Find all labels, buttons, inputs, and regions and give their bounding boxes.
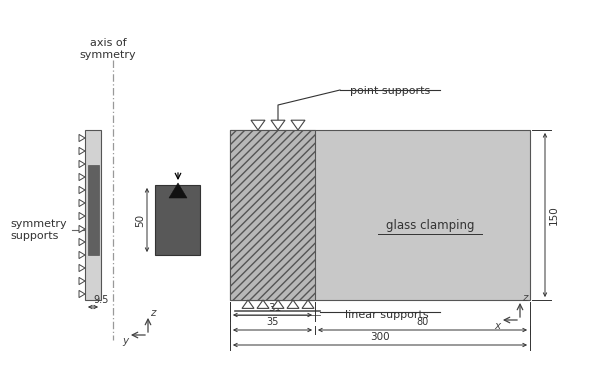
- Text: z: z: [522, 293, 527, 303]
- Polygon shape: [79, 264, 85, 272]
- Polygon shape: [251, 120, 265, 130]
- Polygon shape: [79, 147, 85, 155]
- Polygon shape: [302, 300, 314, 308]
- Polygon shape: [79, 251, 85, 258]
- Bar: [88, 165, 99, 255]
- Text: axis of
symmetry: axis of symmetry: [80, 38, 136, 59]
- Polygon shape: [257, 300, 269, 308]
- Polygon shape: [79, 134, 85, 142]
- Text: point supports: point supports: [350, 86, 430, 96]
- Text: glass clamping: glass clamping: [386, 219, 474, 231]
- Polygon shape: [79, 277, 85, 285]
- Bar: [155, 185, 200, 255]
- Polygon shape: [242, 300, 254, 308]
- Text: 35: 35: [266, 317, 278, 327]
- Text: 31: 31: [268, 303, 281, 313]
- Bar: [230, 130, 530, 300]
- Bar: [230, 130, 315, 300]
- Polygon shape: [272, 300, 284, 308]
- Text: y: y: [122, 336, 128, 346]
- Text: 150: 150: [549, 205, 559, 225]
- Text: symmetry
supports: symmetry supports: [10, 219, 67, 241]
- Polygon shape: [79, 173, 85, 181]
- Polygon shape: [271, 120, 285, 130]
- Text: 300: 300: [370, 332, 390, 342]
- Polygon shape: [79, 199, 85, 207]
- Polygon shape: [291, 120, 305, 130]
- Polygon shape: [79, 238, 85, 246]
- Polygon shape: [169, 183, 187, 198]
- Text: z: z: [150, 308, 155, 318]
- Polygon shape: [287, 300, 299, 308]
- Polygon shape: [79, 226, 85, 233]
- Text: x: x: [494, 321, 500, 331]
- Polygon shape: [79, 160, 85, 168]
- Text: 80: 80: [416, 317, 428, 327]
- Polygon shape: [79, 291, 85, 297]
- Polygon shape: [79, 187, 85, 193]
- Text: 50: 50: [135, 214, 145, 227]
- Polygon shape: [79, 212, 85, 220]
- Bar: [85, 130, 101, 300]
- Text: 9.5: 9.5: [94, 295, 109, 305]
- Text: linear supports: linear supports: [345, 310, 428, 320]
